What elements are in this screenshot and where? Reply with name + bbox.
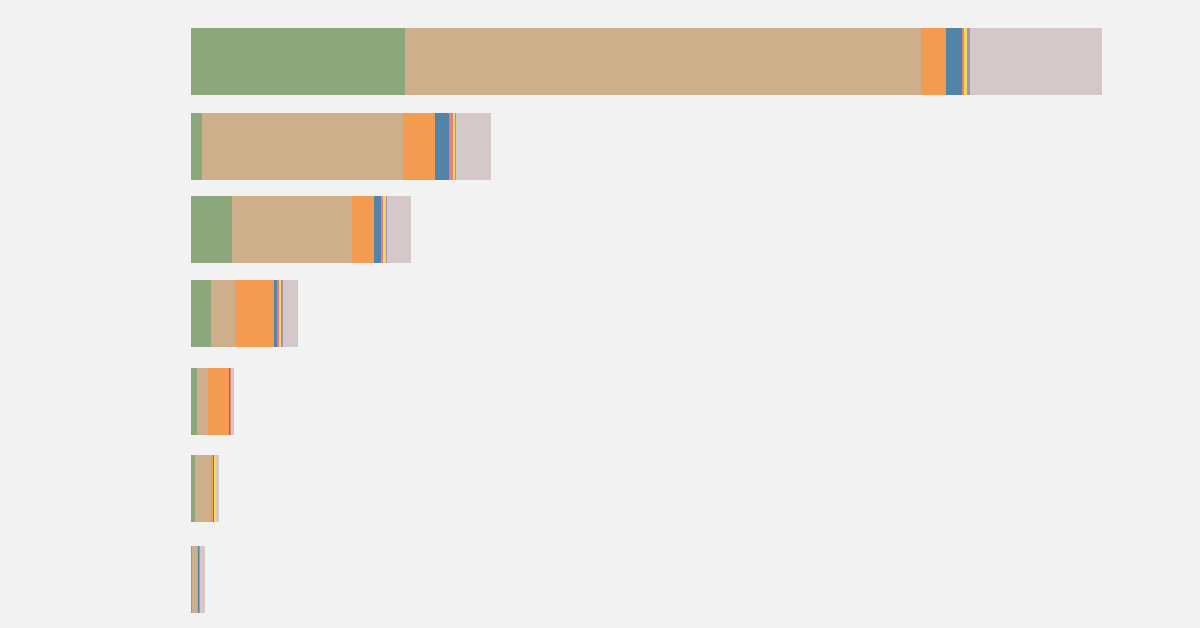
bar-segment-1-1 — [191, 28, 405, 95]
bar-segment-4-5 — [277, 280, 279, 347]
bar-group — [191, 28, 1102, 613]
bar-segment-5-8 — [231, 368, 234, 435]
bar-segment-3-2 — [232, 196, 352, 263]
bar-segment-3-6 — [383, 196, 386, 263]
bar-segment-7-1 — [191, 546, 192, 613]
bar-segment-6-6 — [214, 455, 216, 522]
bar-segment-7-7 — [199, 546, 200, 613]
bar-segment-6-1 — [191, 455, 195, 522]
bar-segment-1-4 — [946, 28, 962, 95]
bar-segment-2-4 — [435, 113, 449, 180]
bar-segment-6-4 — [213, 455, 214, 522]
bar-segment-5-5 — [230, 368, 231, 435]
bar-segment-3-4 — [374, 196, 381, 263]
bar-segment-5-1 — [191, 368, 197, 435]
bar-segment-1-8 — [970, 28, 1102, 95]
bar-segment-3-8 — [387, 196, 411, 263]
bar-segment-1-6 — [964, 28, 967, 95]
bar-segment-4-1 — [191, 280, 211, 347]
bar-segment-2-7 — [455, 113, 456, 180]
bar-segment-1-7 — [967, 28, 970, 95]
bar-segment-1-2 — [405, 28, 921, 95]
bar-segment-2-5 — [449, 113, 453, 180]
bar-segment-2-3 — [403, 113, 435, 180]
bar-segment-4-4 — [274, 280, 277, 347]
bar-segment-3-3 — [352, 196, 374, 263]
bar-segment-6-8 — [216, 455, 219, 522]
bar-segment-4-3 — [235, 280, 274, 347]
bar-segment-4-8 — [283, 280, 298, 347]
bar-segment-3-7 — [386, 196, 387, 263]
bar-segment-2-2 — [202, 113, 403, 180]
bar-segment-4-2 — [211, 280, 235, 347]
bar-segment-5-4 — [229, 368, 230, 435]
bar-segment-2-8 — [456, 113, 491, 180]
bar-segment-4-7 — [281, 280, 283, 347]
bar-segment-4-6 — [279, 280, 281, 347]
bar-segment-5-2 — [197, 368, 208, 435]
bar-segment-1-5 — [962, 28, 964, 95]
bar-segment-2-1 — [191, 113, 202, 180]
bar-segment-6-3 — [211, 455, 213, 522]
bar-segment-1-3 — [921, 28, 946, 95]
bar-segment-6-2 — [195, 455, 211, 522]
bar-segment-7-2 — [192, 546, 197, 613]
bar-segment-3-5 — [381, 196, 383, 263]
bar-segment-7-4 — [198, 546, 199, 613]
bar-segment-5-3 — [208, 368, 229, 435]
bar-segment-7-3 — [197, 546, 198, 613]
bar-segment-3-1 — [191, 196, 232, 263]
bar-segment-7-8 — [200, 546, 205, 613]
bar-segment-2-6 — [453, 113, 455, 180]
